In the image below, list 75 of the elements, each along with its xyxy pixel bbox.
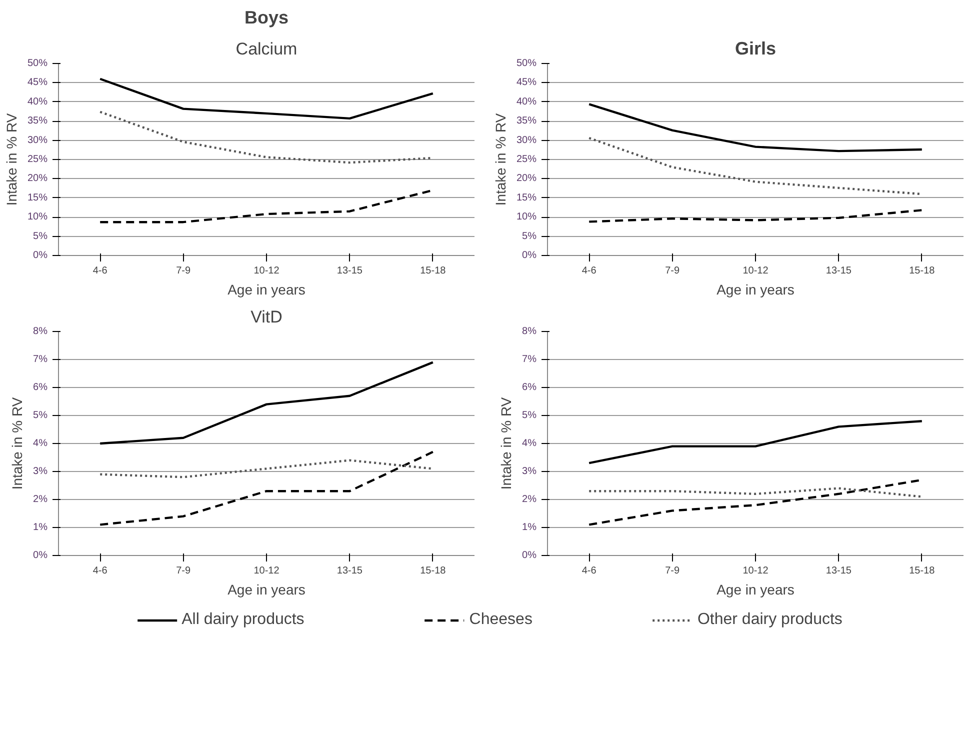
x-axis-title: Age in years [228,282,306,298]
y-tick-label: 6% [522,382,537,393]
x-tick-label: 15-18 [909,566,936,576]
x-tick-label: 7-9 [665,566,680,576]
x-tick-label: 13-15 [336,266,363,276]
y-tick-label: 15% [516,192,537,204]
y-tick-label: 4% [33,438,48,449]
x-tick-label: 15-18 [909,266,936,276]
y-tick-label: 45% [516,77,537,88]
chart-subtitle: Calcium [236,40,298,58]
x-tick-label: 10-12 [742,566,769,576]
y-tick-label: 40% [516,96,537,108]
y-tick-label: 10% [27,212,48,223]
y-tick-label: 0% [33,550,48,561]
y-axis-title: Intake in % RV [498,396,514,490]
y-tick-label: 1% [522,522,537,533]
y-tick-label: 1% [33,522,48,533]
y-tick-label: 7% [522,354,537,365]
x-tick-label: 10-12 [254,266,280,276]
y-tick-label: 6% [33,382,48,393]
y-tick-label: 10% [516,212,537,223]
x-tick-label: 7-9 [176,266,191,276]
legend-label: All dairy products [182,611,304,629]
x-tick-label: 4-6 [582,566,597,576]
y-tick-label: 2% [522,494,537,505]
y-tick-label: 5% [522,410,537,421]
x-tick-label: 7-9 [665,266,680,276]
y-axis-title: Intake in % RV [492,112,508,206]
y-tick-label: 7% [33,354,48,365]
y-tick-label: 50% [27,58,48,69]
x-axis-title: Age in years [228,582,306,598]
y-tick-label: 0% [33,250,48,261]
x-tick-label: 13-15 [826,566,852,576]
x-tick-label: 4-6 [92,566,108,576]
y-tick-label: 35% [27,116,48,127]
chart-subtitle: VitD [250,308,282,326]
x-tick-label: 13-15 [336,566,363,576]
y-tick-label: 30% [27,134,48,146]
y-tick-label: 8% [522,326,537,337]
y-tick-label: 20% [516,173,537,184]
y-tick-label: 5% [33,410,48,421]
chart-title: Boys [244,8,289,28]
y-tick-label: 2% [33,494,48,505]
y-tick-label: 3% [522,466,537,477]
x-axis-title: Age in years [716,582,794,598]
y-tick-label: 45% [27,77,48,88]
x-tick-label: 4-6 [582,266,597,276]
y-tick-label: 20% [27,173,48,184]
y-tick-label: 25% [516,154,537,165]
x-tick-label: 15-18 [420,566,446,576]
x-axis-title: Age in years [716,282,794,298]
y-tick-label: 5% [33,230,48,242]
y-tick-label: 8% [33,326,48,337]
y-tick-label: 3% [33,466,48,477]
y-tick-label: 30% [516,134,537,146]
y-axis-title: Intake in % RV [9,396,26,490]
y-tick-label: 35% [516,116,537,127]
legend-label: Other dairy products [697,611,842,629]
x-tick-label: 4-6 [92,266,108,276]
x-tick-label: 13-15 [826,266,852,276]
y-tick-label: 50% [516,58,537,69]
legend-label: Cheeses [469,611,532,629]
chart-title: Girls [734,38,776,58]
y-tick-label: 5% [522,230,537,242]
y-tick-label: 0% [522,550,537,561]
y-tick-label: 15% [27,192,48,204]
y-tick-label: 40% [27,96,48,108]
y-tick-label: 4% [522,438,537,449]
x-tick-label: 10-12 [254,566,280,576]
x-tick-label: 7-9 [176,566,191,576]
y-tick-label: 25% [27,154,48,165]
y-axis-title: Intake in % RV [3,112,20,206]
y-tick-label: 0% [522,250,537,261]
x-tick-label: 10-12 [742,266,769,276]
x-tick-label: 15-18 [420,266,446,276]
